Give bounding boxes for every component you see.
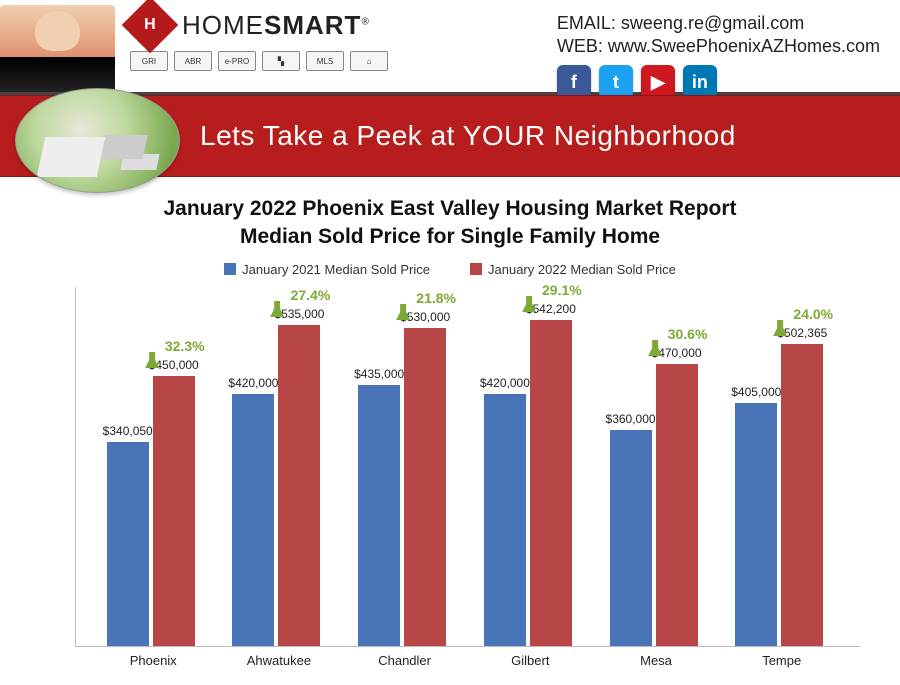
bar-group: $420,000$542,20029.1% xyxy=(484,320,579,645)
chart-x-axis: PhoenixAhwatukeeChandlerGilbertMesaTempe xyxy=(75,653,860,668)
brand-logo-initial: H xyxy=(144,16,156,34)
legend-item: January 2021 Median Sold Price xyxy=(224,262,430,277)
x-axis-label: Mesa xyxy=(593,653,719,668)
pct-change-label: 30.6% xyxy=(648,326,708,342)
bar-group: $360,000$470,00030.6% xyxy=(610,364,705,646)
up-arrow-icon xyxy=(773,306,787,336)
pct-change-label: 24.0% xyxy=(773,306,833,322)
bar-2021: $405,000 xyxy=(735,403,777,646)
brand-row: H HOMESMART® xyxy=(130,5,388,45)
chart-legend: January 2021 Median Sold Price January 20… xyxy=(0,262,900,277)
brand-suffix: SMART xyxy=(264,10,361,40)
pct-change-label: 27.4% xyxy=(271,287,331,303)
pct-change-label: 29.1% xyxy=(522,282,582,298)
x-axis-label: Ahwatukee xyxy=(216,653,342,668)
chart-title-line1: January 2022 Phoenix East Valley Housing… xyxy=(0,195,900,223)
email-value: sweeng.re@gmail.com xyxy=(621,13,804,33)
agent-photo xyxy=(0,5,115,92)
bar-value-label: $435,000 xyxy=(354,367,404,381)
web-value: www.SweePhoenixAZHomes.com xyxy=(608,36,880,56)
up-arrow-icon xyxy=(522,282,536,312)
bar-group: $340,050$450,00032.3% xyxy=(107,376,202,646)
bar-value-label: $340,050 xyxy=(103,424,153,438)
cert-badge: ABR xyxy=(174,51,212,71)
header: H HOMESMART® GRI ABR e-PRO ▚ MLS ⌂ EMAIL: swe… xyxy=(0,0,900,95)
pct-value: 30.6% xyxy=(668,326,708,342)
bar-value-label: $405,000 xyxy=(731,385,781,399)
bar-2022: $542,200 xyxy=(530,320,572,645)
legend-label: January 2021 Median Sold Price xyxy=(242,262,430,277)
up-arrow-icon xyxy=(648,326,662,356)
up-arrow-icon xyxy=(145,338,159,368)
bar-2022: $450,000 xyxy=(153,376,195,646)
brand-logo-diamond: H xyxy=(122,0,179,53)
bar-2021: $360,000 xyxy=(610,430,652,646)
cert-badge: GRI xyxy=(130,51,168,71)
bar-value-label: $360,000 xyxy=(606,412,656,426)
contact-column: EMAIL: sweeng.re@gmail.com WEB: www.Swee… xyxy=(557,5,880,103)
bar-2022: $502,365 xyxy=(781,344,823,645)
pct-change-label: 32.3% xyxy=(145,338,205,354)
brand-trademark: ® xyxy=(361,16,369,27)
bar-2022: $535,000 xyxy=(278,325,320,646)
facebook-icon[interactable]: f xyxy=(557,65,591,99)
bar-value-label: $420,000 xyxy=(228,376,278,390)
brand-name: HOMESMART® xyxy=(182,10,370,41)
bar-2022: $530,000 xyxy=(404,328,446,646)
banner-text: Lets Take a Peek at YOUR Neighborhood xyxy=(200,120,736,152)
cert-badge-row: GRI ABR e-PRO ▚ MLS ⌂ xyxy=(130,51,388,71)
linkedin-icon[interactable]: in xyxy=(683,65,717,99)
pct-value: 32.3% xyxy=(165,338,205,354)
youtube-icon[interactable]: ▶ xyxy=(641,65,675,99)
up-arrow-icon xyxy=(271,287,285,317)
pct-value: 21.8% xyxy=(416,290,456,306)
cert-badge: ⌂ xyxy=(350,51,388,71)
bar-group: $405,000$502,36524.0% xyxy=(735,344,830,645)
up-arrow-icon xyxy=(396,290,410,320)
cert-badge: MLS xyxy=(306,51,344,71)
legend-item: January 2022 Median Sold Price xyxy=(470,262,676,277)
bar-value-label: $420,000 xyxy=(480,376,530,390)
bar-2021: $420,000 xyxy=(484,394,526,646)
bar-group: $435,000$530,00021.8% xyxy=(358,328,453,646)
contact-email: EMAIL: sweeng.re@gmail.com xyxy=(557,13,880,34)
pct-value: 27.4% xyxy=(291,287,331,303)
chart-title-line2: Median Sold Price for Single Family Home xyxy=(0,223,900,251)
brand-prefix: HOME xyxy=(182,10,264,40)
x-axis-label: Phoenix xyxy=(90,653,216,668)
pct-value: 24.0% xyxy=(793,306,833,322)
bar-2022: $470,000 xyxy=(656,364,698,646)
x-axis-label: Tempe xyxy=(719,653,845,668)
cert-badge: e-PRO xyxy=(218,51,256,71)
legend-swatch xyxy=(470,263,482,275)
email-label: EMAIL: xyxy=(557,13,616,33)
bar-group: $420,000$535,00027.4% xyxy=(232,325,327,646)
legend-swatch xyxy=(224,263,236,275)
legend-label: January 2022 Median Sold Price xyxy=(488,262,676,277)
chart-title: January 2022 Phoenix East Valley Housing… xyxy=(0,195,900,252)
pct-change-label: 21.8% xyxy=(396,290,456,306)
x-axis-label: Gilbert xyxy=(467,653,593,668)
chart-plot-area: $340,050$450,00032.3%$420,000$535,00027.… xyxy=(75,287,860,647)
bar-2021: $420,000 xyxy=(232,394,274,646)
bar-2021: $340,050 xyxy=(107,442,149,646)
cert-badge: ▚ xyxy=(262,51,300,71)
banner: Lets Take a Peek at YOUR Neighborhood xyxy=(0,95,900,177)
contact-web: WEB: www.SweePhoenixAZHomes.com xyxy=(557,36,880,57)
neighborhood-illustration xyxy=(15,88,180,193)
twitter-icon[interactable]: t xyxy=(599,65,633,99)
brand-column: H HOMESMART® GRI ABR e-PRO ▚ MLS ⌂ xyxy=(130,5,388,71)
bar-2021: $435,000 xyxy=(358,385,400,646)
pct-value: 29.1% xyxy=(542,282,582,298)
x-axis-label: Chandler xyxy=(342,653,468,668)
web-label: WEB: xyxy=(557,36,603,56)
